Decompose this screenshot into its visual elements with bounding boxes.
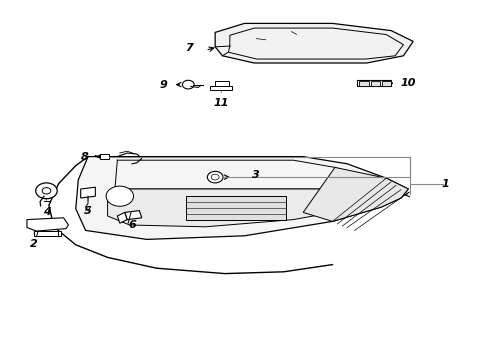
Polygon shape xyxy=(76,157,407,239)
Bar xyxy=(185,196,285,220)
Circle shape xyxy=(36,183,57,199)
Polygon shape xyxy=(215,23,412,63)
Text: 7: 7 xyxy=(185,43,193,53)
Polygon shape xyxy=(356,80,390,86)
Polygon shape xyxy=(359,81,368,86)
Circle shape xyxy=(42,188,51,194)
Polygon shape xyxy=(117,212,127,223)
Text: 4: 4 xyxy=(42,207,50,217)
Circle shape xyxy=(211,174,219,180)
Text: 3: 3 xyxy=(251,170,259,180)
Polygon shape xyxy=(107,189,386,227)
Text: 2: 2 xyxy=(30,239,38,249)
Polygon shape xyxy=(210,86,232,90)
Polygon shape xyxy=(34,231,61,236)
Bar xyxy=(100,154,109,159)
Polygon shape xyxy=(303,167,407,221)
Text: 10: 10 xyxy=(400,78,416,88)
Polygon shape xyxy=(381,81,390,86)
Text: 8: 8 xyxy=(80,152,88,162)
Polygon shape xyxy=(215,81,228,86)
Text: 11: 11 xyxy=(213,98,228,108)
Text: 1: 1 xyxy=(440,179,448,189)
Polygon shape xyxy=(27,218,68,231)
Circle shape xyxy=(106,186,133,206)
Polygon shape xyxy=(81,187,95,198)
Circle shape xyxy=(182,80,194,89)
Circle shape xyxy=(207,171,223,183)
Text: 9: 9 xyxy=(160,80,167,90)
Text: 6: 6 xyxy=(128,220,136,230)
Polygon shape xyxy=(124,211,142,220)
Polygon shape xyxy=(370,81,380,86)
Text: 5: 5 xyxy=(84,206,92,216)
